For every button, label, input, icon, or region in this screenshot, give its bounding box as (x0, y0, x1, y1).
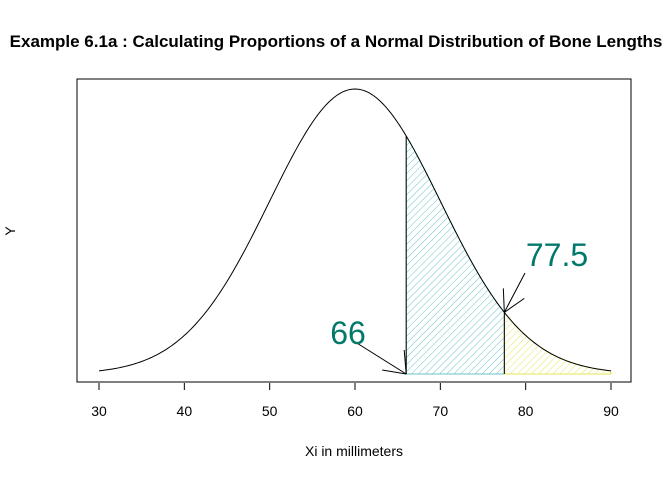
x-tick-label-90: 90 (603, 403, 619, 419)
x-tick-label-70: 70 (433, 403, 449, 419)
x-tick-label-80: 80 (518, 403, 534, 419)
shaded-region-2 (503, 310, 612, 375)
shaded-region-1 (405, 134, 505, 375)
annotation-arrowhead-66b (403, 349, 407, 375)
y-axis-label: Y (2, 226, 18, 236)
x-tick-label-40: 40 (177, 403, 193, 419)
annotation-arrow-66 (351, 339, 407, 375)
x-axis-label: Xi in millimeters (305, 443, 403, 459)
x-tick-label-60: 60 (347, 403, 363, 419)
plot-frame (76, 78, 632, 383)
chart-title: Example 6.1a : Calculating Proportions o… (10, 32, 663, 51)
annotation-arrowhead-66a (382, 369, 407, 375)
annotation-label-77-5: 77.5 (526, 237, 588, 273)
x-tick-label-50: 50 (262, 403, 278, 419)
density-curve (98, 88, 612, 372)
annotation-arrowhead-77-5b (504, 297, 525, 313)
x-tick-label-30: 30 (91, 403, 107, 419)
annotation-arrowhead-77-5a (502, 288, 505, 313)
annotation-label-66: 66 (330, 315, 366, 351)
annotation-arrow-77-5 (503, 272, 526, 313)
